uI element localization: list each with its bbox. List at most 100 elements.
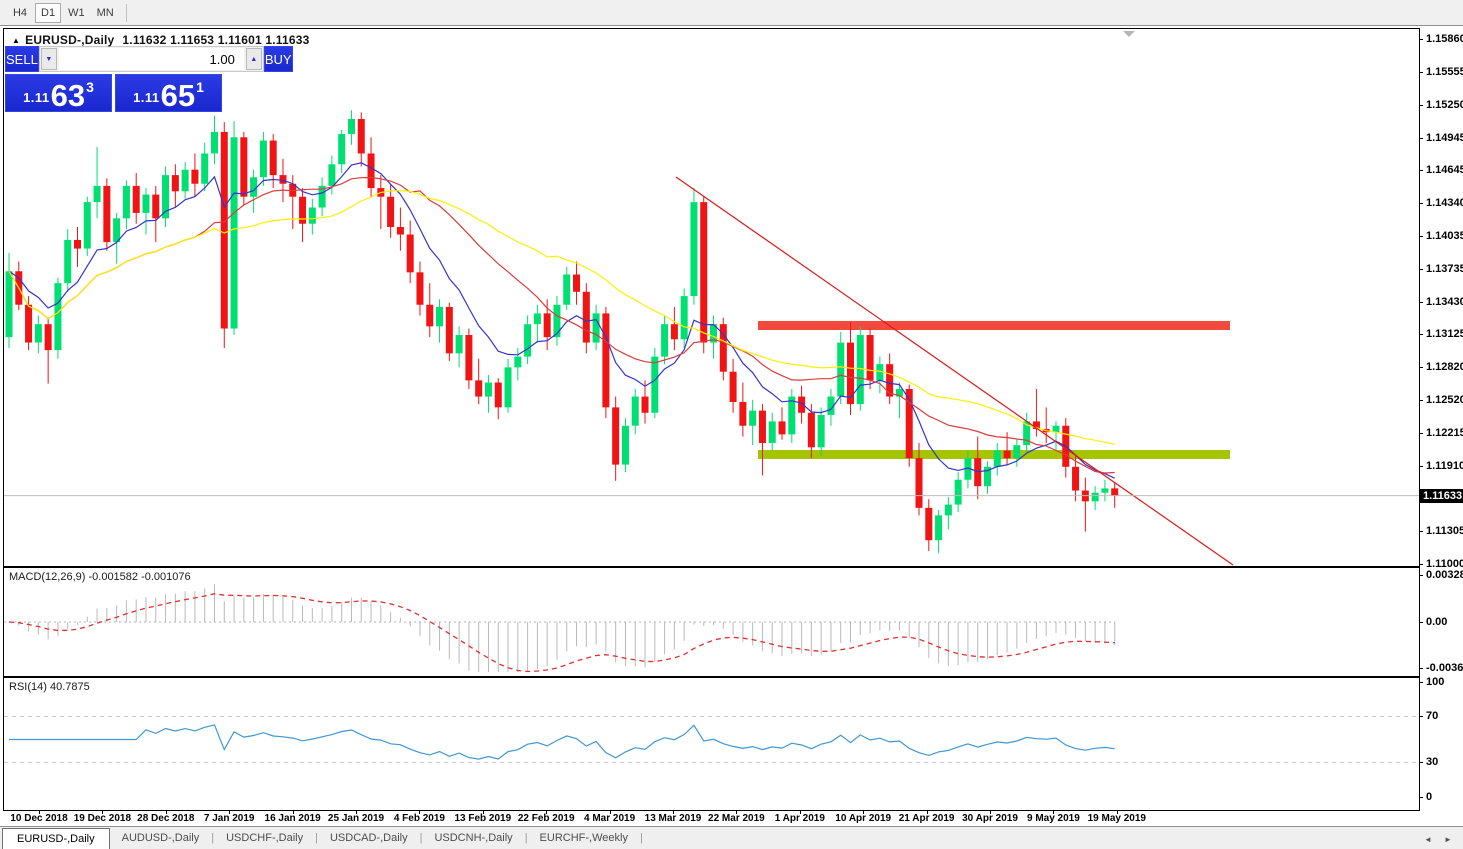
rsi-axis-label-3-tick xyxy=(1419,797,1423,798)
macd-axis-label-2-tick xyxy=(1419,668,1423,669)
date-tick-1 xyxy=(102,811,104,814)
price-axis-label-11-tick xyxy=(1419,400,1423,401)
price-axis-label-2: 1.15250 xyxy=(1426,99,1463,111)
title-triangle-icon[interactable]: ▲ xyxy=(12,36,21,45)
price-axis-label-7: 1.13735 xyxy=(1426,263,1463,275)
date-label-1: 19 Dec 2018 xyxy=(73,813,132,824)
price-axis-label-14: 1.11305 xyxy=(1426,525,1463,537)
chart-tab-usdcad-daily[interactable]: USDCAD-,Daily xyxy=(329,832,408,844)
price-chart-canvas[interactable] xyxy=(4,29,1419,566)
chart-tab-usdchf-daily[interactable]: USDCHF-,Daily xyxy=(226,832,304,844)
chart-symbol-label: EURUSD-,Daily xyxy=(25,33,115,47)
date-label-12: 1 Apr 2019 xyxy=(774,813,825,824)
timeframe-toolbar: H4 D1 W1 MN xyxy=(0,0,1463,26)
tab-separator: | xyxy=(211,832,215,844)
date-tick-11 xyxy=(736,811,738,814)
volume-input[interactable] xyxy=(58,48,244,70)
price-axis-label-15: 1.11000 xyxy=(1426,558,1463,570)
volume-decrease-icon[interactable]: ▼ xyxy=(40,48,57,70)
macd-signal-line xyxy=(8,593,1115,673)
sell-button[interactable]: SELL xyxy=(5,46,39,72)
macd-axis-label-1: 0.00 xyxy=(1426,616,1448,628)
data-end-marker-icon[interactable] xyxy=(1123,31,1135,37)
date-label-6: 4 Feb 2019 xyxy=(393,813,445,824)
buy-price-sup: 1 xyxy=(196,79,204,95)
price-axis-label-2-tick xyxy=(1419,105,1423,106)
chart-tab-usdcnh-daily[interactable]: USDCNH-,Daily xyxy=(434,832,513,844)
time-axis[interactable]: 10 Dec 2018 19 Dec 2018 28 Dec 2018 7 Jan 2… xyxy=(3,811,1420,826)
price-axis-label-0-tick xyxy=(1419,39,1423,40)
date-tick-9 xyxy=(609,811,611,814)
tab-separator: | xyxy=(419,832,423,844)
chart-tab-bar: EURUSD-,Daily AUDUSD-,Daily | USDCHF-,Daily… xyxy=(0,826,1463,849)
macd-histogram xyxy=(18,584,1116,672)
rsi-axis-label-1: 70 xyxy=(1426,710,1439,722)
chart-ohlc-values: 1.11632 1.11653 1.11601 1.11633 xyxy=(122,33,310,47)
period-tab-w1[interactable]: W1 xyxy=(68,6,85,19)
date-tick-16 xyxy=(1053,811,1055,814)
date-tick-2 xyxy=(165,811,167,814)
date-tick-10 xyxy=(673,811,674,814)
price-axis-label-6: 1.14035 xyxy=(1426,230,1463,242)
chart-title: ▲ EURUSD-,Daily 1.11632 1.11653 1.11601 1.… xyxy=(12,33,309,47)
buy-price-big: 65 xyxy=(160,77,196,113)
macd-panel[interactable] xyxy=(3,567,1420,677)
rsi-panel[interactable] xyxy=(3,677,1420,811)
sell-price-button[interactable]: 1.11 63 3 xyxy=(5,74,112,112)
rsi-axis-label-0-tick xyxy=(1419,682,1423,683)
price-axis-label-5: 1.14340 xyxy=(1426,197,1463,209)
volume-increase-icon[interactable]: ▲ xyxy=(245,48,262,70)
buy-button[interactable]: BUY xyxy=(263,46,293,72)
tab-separator: | xyxy=(639,832,643,844)
date-label-2: 28 Dec 2018 xyxy=(137,813,195,824)
chart-tab-eurusd-daily[interactable]: EURUSD-,Daily xyxy=(2,827,110,849)
price-axis-label-6-tick xyxy=(1419,236,1423,237)
current-price-tag: 1.11633 xyxy=(1420,489,1463,503)
date-label-8: 22 Feb 2019 xyxy=(517,813,575,824)
price-axis-label-1: 1.15555 xyxy=(1426,66,1463,78)
price-axis-label-3-tick xyxy=(1419,138,1423,139)
price-chart-panel[interactable] xyxy=(3,28,1420,567)
tab-separator: | xyxy=(524,832,528,844)
ma-fast-line xyxy=(8,162,1115,479)
date-tick-14 xyxy=(926,811,928,814)
chart-tab-eurchf-weekly[interactable]: EURCHF-,Weekly xyxy=(539,832,628,844)
price-axis-label-5-tick xyxy=(1419,203,1423,204)
buy-price-prefix: 1.11 xyxy=(133,90,160,105)
macd-axis-label-2: -0.003659 xyxy=(1426,662,1463,674)
date-tick-4 xyxy=(292,811,294,814)
price-axis-label-14-tick xyxy=(1419,531,1423,532)
resistance-band[interactable] xyxy=(758,321,1230,330)
price-axis-label-10: 1.12820 xyxy=(1426,361,1463,373)
price-axis-label-13: 1.11910 xyxy=(1426,460,1463,472)
period-tab-d1[interactable]: D1 xyxy=(35,2,62,23)
macd-name: MACD(12,26,9) xyxy=(9,571,86,583)
date-label-0: 10 Dec 2018 xyxy=(10,813,68,824)
chart-tab-audusd-daily[interactable]: AUDUSD-,Daily xyxy=(121,832,200,844)
price-axis-label-12: 1.12215 xyxy=(1426,427,1463,439)
period-tab-mn[interactable]: MN xyxy=(96,6,114,19)
date-label-16: 9 May 2019 xyxy=(1026,813,1080,824)
rsi-name: RSI(14) xyxy=(9,681,47,693)
volume-spinner: ▼ ▲ xyxy=(38,46,264,72)
price-axis-label-15-tick xyxy=(1419,564,1423,565)
toolbar-separator xyxy=(125,3,127,22)
macd-panel-canvas[interactable] xyxy=(4,568,1419,676)
price-axis-label-9-tick xyxy=(1419,334,1423,335)
price-axis-label-8: 1.13430 xyxy=(1426,296,1463,308)
date-tick-17 xyxy=(1116,811,1118,814)
macd-axis-label-0-tick xyxy=(1419,575,1423,576)
date-label-7: 13 Feb 2019 xyxy=(454,813,512,824)
buy-price-button[interactable]: 1.11 65 1 xyxy=(115,74,222,112)
price-axis-label-0: 1.15860 xyxy=(1426,33,1463,45)
period-tab-h4[interactable]: H4 xyxy=(12,6,28,19)
rsi-line xyxy=(9,724,1115,760)
descending-trendline[interactable] xyxy=(675,176,1234,566)
tab-scroll-left-icon[interactable]: ◄ xyxy=(1424,834,1432,844)
tab-scroll-right-icon[interactable]: ► xyxy=(1444,834,1452,844)
date-label-14: 21 Apr 2019 xyxy=(898,813,955,824)
date-tick-7 xyxy=(482,811,484,814)
rsi-axis-label-3: 0 xyxy=(1426,791,1433,803)
rsi-panel-canvas[interactable] xyxy=(4,678,1419,810)
